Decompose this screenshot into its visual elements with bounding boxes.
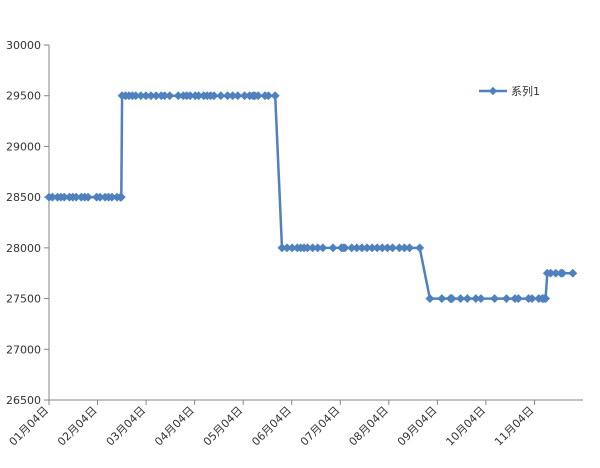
data-point: [216, 91, 226, 101]
legend-marker: [488, 86, 498, 96]
x-tick-label: 10月04日: [443, 404, 488, 449]
x-tick-label: 04月04日: [152, 404, 197, 449]
y-tick-label: 28000: [6, 242, 41, 255]
data-point: [437, 294, 447, 304]
data-point: [462, 294, 472, 304]
data-point: [165, 91, 175, 101]
x-tick-label: 05月04日: [201, 404, 246, 449]
data-point: [541, 294, 551, 304]
data-point: [558, 268, 568, 278]
y-tick-label: 26500: [6, 394, 41, 407]
x-tick-label: 01月04日: [7, 404, 52, 449]
data-point: [425, 294, 435, 304]
data-point: [328, 243, 338, 253]
data-point: [447, 294, 457, 304]
data-point: [501, 294, 512, 304]
x-tick-label: 09月04日: [395, 404, 440, 449]
data-point: [456, 294, 466, 304]
series-group: [44, 91, 578, 304]
legend: 系列1: [479, 84, 540, 98]
data-point: [490, 294, 500, 304]
x-tick-label: 06月04日: [249, 404, 294, 449]
legend-label: 系列1: [511, 84, 540, 98]
y-tick-label: 30000: [6, 39, 41, 52]
x-tick-label: 11月04日: [492, 404, 537, 449]
data-point: [209, 91, 219, 101]
x-tick-label: 07月04日: [298, 404, 343, 449]
data-point: [83, 192, 93, 202]
data-point: [513, 294, 523, 304]
x-tick-label: 02月04日: [55, 404, 100, 449]
y-tick-label: 27500: [6, 293, 41, 306]
data-point: [253, 91, 263, 101]
data-point: [387, 243, 398, 253]
data-point: [263, 91, 273, 101]
data-point: [404, 243, 415, 253]
x-tick-label: 03月04日: [104, 404, 149, 449]
data-point: [270, 91, 280, 101]
data-point: [415, 243, 425, 253]
y-tick-label: 29000: [6, 140, 41, 153]
data-point: [568, 268, 578, 278]
y-tick-label: 28500: [6, 191, 41, 204]
y-tick-label: 27000: [6, 343, 41, 356]
data-point: [527, 294, 537, 304]
data-point: [318, 243, 328, 253]
data-point: [340, 243, 350, 253]
series-line: [49, 94, 573, 300]
x-tick-label: 08月04日: [346, 404, 391, 449]
axes: 26500 27000 27500 28000 28500 29000 29500 30000…: [6, 39, 583, 448]
data-point: [116, 192, 126, 202]
y-tick-label: 29500: [6, 90, 41, 103]
data-point: [233, 91, 243, 101]
data-point: [476, 294, 486, 304]
